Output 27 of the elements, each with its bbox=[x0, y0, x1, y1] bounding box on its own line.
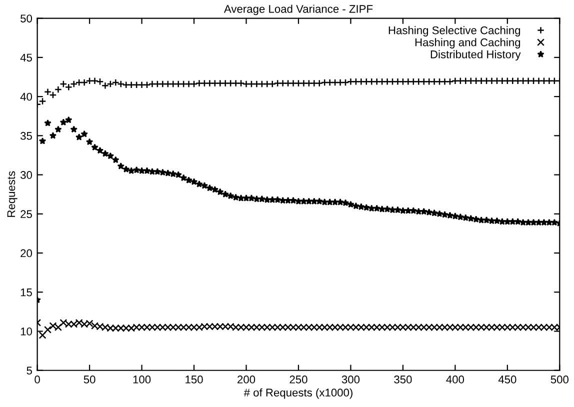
legend-label: Hashing and Caching bbox=[415, 38, 520, 48]
y-tick-label: 20 bbox=[20, 249, 32, 258]
y-axis-title: Requests bbox=[7, 171, 18, 217]
y-tick-label: 40 bbox=[20, 92, 32, 101]
y-tick-label: 35 bbox=[20, 132, 32, 140]
y-tick-label: 50 bbox=[20, 14, 32, 22]
x-tick-label: 250 bbox=[290, 376, 308, 384]
y-tick-label: 30 bbox=[20, 171, 32, 179]
x-tick-label: 300 bbox=[342, 376, 360, 384]
x-tick-label: 350 bbox=[394, 376, 412, 384]
y-tick-label: 45 bbox=[20, 54, 32, 62]
y-tick-label: 15 bbox=[20, 288, 32, 296]
y-tick-label: 5 bbox=[26, 366, 32, 375]
x-tick-label: 500 bbox=[550, 376, 568, 384]
y-tick-label: 10 bbox=[20, 328, 32, 336]
x-tick-label: 400 bbox=[446, 376, 464, 384]
x-tick-label: 0 bbox=[34, 376, 40, 384]
legend-label: Hashing Selective Caching bbox=[388, 26, 520, 36]
x-tick-label: 150 bbox=[186, 376, 203, 384]
x-tick-label: 200 bbox=[238, 376, 256, 384]
x-tick-label: 50 bbox=[84, 376, 96, 384]
x-tick-label: 100 bbox=[133, 376, 151, 384]
x-tick-label: 450 bbox=[498, 376, 516, 384]
x-axis-title: # of Requests (x1000) bbox=[244, 388, 352, 399]
legend-label: Distributed History bbox=[430, 50, 521, 60]
y-tick-label: 25 bbox=[20, 210, 32, 218]
chart-title: Average Load Variance - ZIPF bbox=[224, 4, 373, 16]
